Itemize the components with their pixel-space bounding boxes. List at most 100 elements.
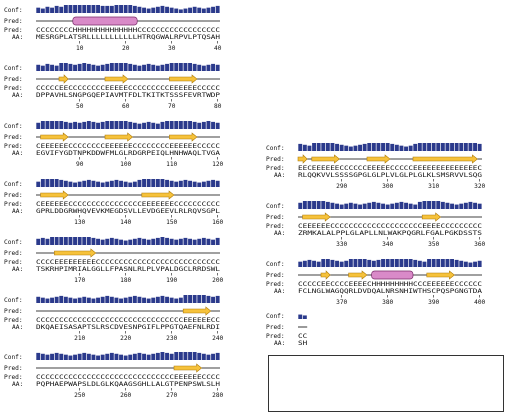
strand-arrow [421,212,442,222]
confidence-bar [321,201,326,209]
confidence-bar [188,121,192,129]
confidence-bar [385,143,390,151]
confidence-bar [381,259,385,267]
confidence-bar [436,201,441,209]
confidence-bar [45,121,50,129]
confidence-bar [100,182,105,187]
strand-arrow [40,132,69,142]
tick-label: 290 [336,183,347,190]
tick-label: 20 [122,45,130,52]
strand-arrow [169,74,198,84]
confidence-bar [477,203,482,209]
confidence-bar [40,237,45,245]
confidence-bar [201,353,206,360]
confidence-bar [477,143,482,151]
confidence-bar [413,143,418,151]
confidence-bar [381,143,385,151]
confidence-bar [119,63,123,71]
confidence-bar [298,261,303,267]
confidence-bar [188,7,192,13]
confidence-bar [445,202,450,209]
confidence-bar [86,121,91,129]
confidence-bar [335,203,339,209]
confidence-bar [169,63,174,71]
aa-label: AA: [12,381,23,388]
confidence-bar [132,238,137,245]
tick-label: 160 [212,219,223,226]
confidence-bar [206,354,211,360]
confidence-bar [169,238,174,245]
confidence-bar [86,5,91,13]
confidence-bar [362,203,367,209]
confidence-bar [454,143,459,151]
confidence-bar [155,123,160,129]
conf-label: Conf: [4,7,23,14]
confidence-bar [178,180,183,187]
confidence-bar [160,179,165,187]
confidence-bar [348,146,353,151]
confidence-bar [160,5,165,13]
tick-label: 340 [382,241,393,248]
conf-label: Conf: [266,203,285,210]
confidence-bar [128,354,133,360]
confidence-bar [50,7,54,13]
aa-sequence: DPPAVHLSNGPGQEPIAVMTFDLTKITKTSSSFEVRTWDP [36,92,220,99]
confidence-bar [454,259,459,267]
strand-arrow [426,270,455,280]
pred-sequence: CCCCCCCCCCCCCCCCCCCCCCCCCCCCCCEEEEEECCCC [36,374,220,381]
confidence-bar [40,65,45,71]
confidence-bar [114,63,119,71]
confidence-bar [128,182,133,187]
confidence-bar [82,352,87,360]
confidence-bar [119,180,123,187]
pred-sequence: CCCCCCCCHHHHHHHHHHHHHHCCCCCCCCCCCCCCCCCC [36,27,220,34]
confidence-bar [215,5,220,13]
confidence-bar [137,179,142,187]
pred-label: Pred: [266,156,285,163]
confidence-bar [114,179,119,187]
confidence-bar [91,298,96,303]
confidence-bar [399,259,404,267]
confidence-bar [91,5,96,13]
tick-label: 400 [474,299,485,306]
confidence-bar [155,6,160,13]
confidence-bar [82,296,87,303]
confidence-bar [174,181,179,187]
confidence-bar [132,353,137,360]
confidence-bar [50,297,54,303]
tick-label: 40 [214,45,222,52]
confidence-bar [183,237,188,245]
confidence-bar [307,145,312,151]
confidence-bar [45,6,50,13]
confidence-bar [109,180,114,187]
sequence-block: Conf:Pred:Pred:AA:EECEEEEEECCCCCCEEEEECC… [266,143,486,190]
confidence-bar [63,121,68,129]
pred-label: Pred: [4,85,23,92]
confidence-bar [183,121,188,129]
tick-label: 60 [122,103,130,110]
confidence-bar [390,203,395,209]
confidence-bar [77,181,82,187]
confidence-bar [165,179,169,187]
tick-label: 360 [474,241,485,248]
confidence-bar [201,295,206,303]
confidence-bar [371,143,376,151]
strand-arrow [104,74,129,84]
tick-label: 390 [428,299,439,306]
confidence-bar [45,63,50,71]
confidence-bar [427,259,431,267]
tick-label: 200 [212,277,223,284]
pred-sequence: CCCCCCCCCCCCCCCCCCCCCCCCCCCCCCCCEEEEEECC [36,317,220,324]
confidence-bar [302,201,307,209]
conf-label: Conf: [4,354,23,361]
confidence-bar [105,238,110,245]
confidence-bar [160,295,165,303]
confidence-bar [91,237,96,245]
confidence-bar [155,65,160,71]
confidence-bar [142,64,146,71]
confidence-bar [45,298,50,303]
pred-label: Pred: [4,76,23,83]
confidence-bar [413,204,418,209]
confidence-bar [50,179,54,187]
confidence-bar [188,295,192,303]
